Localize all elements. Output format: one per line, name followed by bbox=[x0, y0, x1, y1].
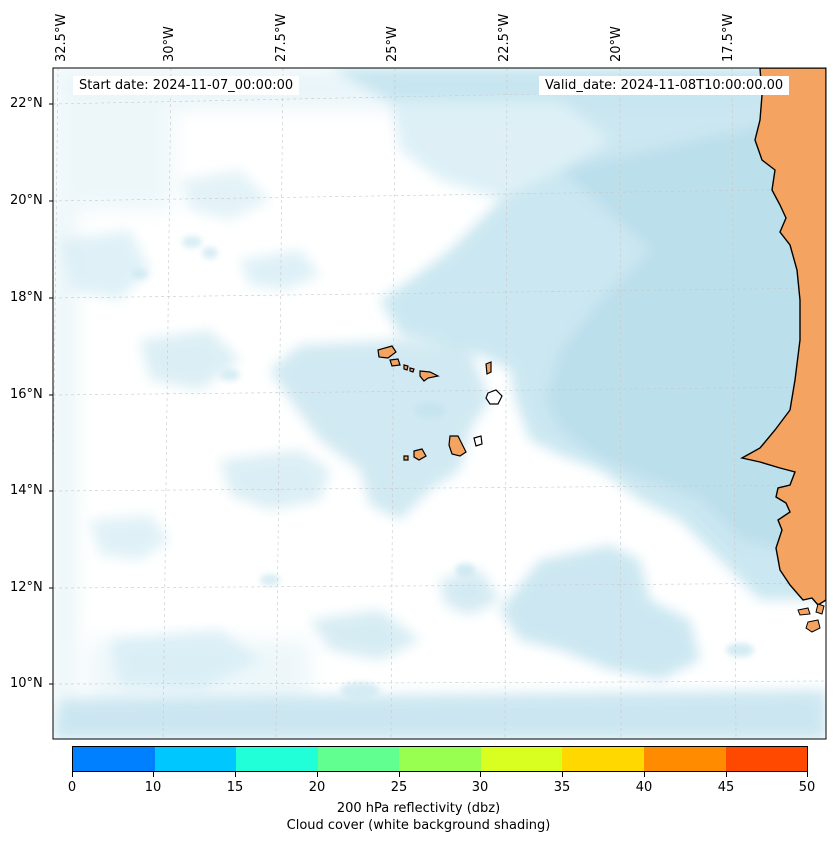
africa-land bbox=[740, 68, 826, 606]
lat-label: 10°N bbox=[10, 676, 43, 691]
colorbar-segment bbox=[317, 747, 400, 771]
colorbar-segment bbox=[154, 747, 237, 771]
colorbar-segment bbox=[725, 747, 808, 771]
lon-label: 22.5°W bbox=[497, 13, 512, 62]
lon-label: 32.5°W bbox=[54, 13, 69, 62]
graticule bbox=[53, 68, 826, 739]
lat-label: 14°N bbox=[10, 483, 43, 498]
colorbar-tick-label: 0 bbox=[67, 780, 77, 795]
colorbar-label: 200 hPa reflectivity (dbz) bbox=[336, 801, 501, 816]
map-frame bbox=[52, 67, 827, 740]
bissagos-islands bbox=[797, 603, 825, 633]
colorbar-tick-label: 30 bbox=[471, 780, 489, 795]
colorbar-segment bbox=[562, 747, 644, 771]
colorbar-tick-label: 50 bbox=[798, 780, 816, 795]
colorbar-segment bbox=[643, 747, 726, 771]
cape-verde-islands bbox=[377, 345, 503, 461]
cloud-cover-patches bbox=[132, 236, 754, 698]
lon-label: 17.5°W bbox=[721, 13, 736, 62]
lon-label: 30°W bbox=[162, 26, 177, 62]
cloud-cover bbox=[53, 68, 826, 739]
colorbar-tick-label: 35 bbox=[553, 780, 571, 795]
colorbar-segment bbox=[480, 747, 563, 771]
lat-label: 12°N bbox=[10, 580, 43, 595]
colorbar-tick-label: 40 bbox=[635, 780, 653, 795]
colorbar-tick-label: 15 bbox=[226, 780, 244, 795]
colorbar-segment bbox=[399, 747, 481, 771]
lat-label: 22°N bbox=[10, 96, 43, 111]
colorbar-tick-label: 20 bbox=[308, 780, 326, 795]
colorbar-tick-label: 10 bbox=[144, 780, 162, 795]
colorbar bbox=[72, 746, 808, 772]
lat-label: 20°N bbox=[10, 193, 43, 208]
colorbar-tick-label: 25 bbox=[390, 780, 408, 795]
lon-label: 27.5°W bbox=[274, 13, 289, 62]
start-date-label: Start date: 2024-11-07_00:00:00 bbox=[73, 76, 300, 95]
lon-label: 20°W bbox=[609, 26, 624, 62]
lon-label: 25°W bbox=[385, 26, 400, 62]
lat-label: 18°N bbox=[10, 290, 43, 305]
colorbar-segment bbox=[73, 747, 155, 771]
colorbar-tick-label: 45 bbox=[717, 780, 735, 795]
colorbar-sublabel: Cloud cover (white background shading) bbox=[286, 818, 551, 833]
lat-label: 16°N bbox=[10, 387, 43, 402]
valid-date-label: Valid_date: 2024-11-08T10:00:00.00 bbox=[539, 76, 790, 95]
colorbar-segment bbox=[236, 747, 318, 771]
